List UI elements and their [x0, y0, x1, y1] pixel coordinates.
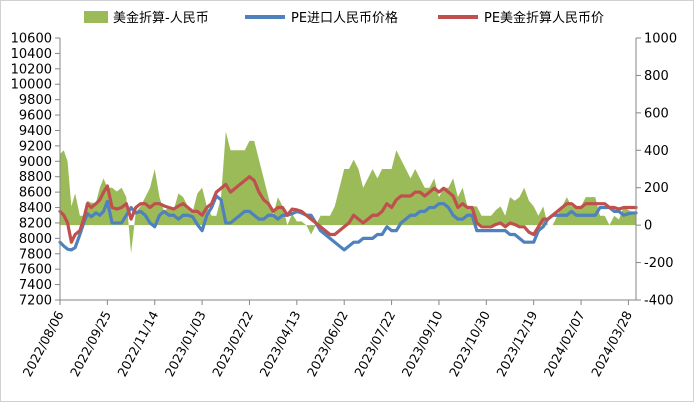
y-left-tick-label: 8600 — [19, 186, 52, 201]
y-right-tick-label: 600 — [644, 106, 669, 121]
y-right-tick-label: -200 — [644, 256, 674, 271]
y-left-tick-label: 7200 — [19, 294, 52, 309]
y-left-tick-label: 9000 — [19, 155, 52, 170]
legend-swatch-spread — [84, 11, 108, 23]
y-right-tick-label: 1000 — [644, 32, 677, 47]
y-right-tick-label: 800 — [644, 69, 669, 84]
legend-label-pe-usd-converted-rmb: PE美金折算人民币价 — [484, 10, 604, 26]
line-series-pe-usd-converted-rmb — [58, 175, 638, 244]
y-left-tick-label: 8000 — [19, 232, 52, 247]
y-left-tick-label: 7600 — [19, 263, 52, 278]
legend: 美金折算-人民币 PE进口人民币价格 PE美金折算人民币价 — [84, 10, 604, 26]
y-left-tick-label: 9800 — [19, 93, 52, 108]
y-left-tick-label: 10200 — [11, 62, 52, 77]
y-left-tick-label: 9600 — [19, 109, 52, 124]
y-left-tick-label: 8200 — [19, 216, 52, 231]
y-left-tick-label: 10000 — [11, 78, 52, 93]
y-right-tick-label: -400 — [644, 294, 674, 309]
line-series-pe-import-rmb — [58, 194, 638, 252]
legend-label-spread: 美金折算-人民币 — [113, 10, 209, 26]
y-right-tick-label: 0 — [644, 219, 652, 234]
y-left-tick-label: 9200 — [19, 139, 52, 154]
legend-label-pe-import-rmb: PE进口人民币价格 — [291, 10, 398, 26]
y-right-tick-label: 400 — [644, 144, 669, 159]
y-left-tick-label: 10400 — [11, 47, 52, 62]
y-left-tick-label: 8800 — [19, 170, 52, 185]
y-left-tick-label: 8400 — [19, 201, 52, 216]
y-left-tick-label: 7800 — [19, 247, 52, 262]
y-left-tick-label: 10600 — [11, 32, 52, 47]
y-right-tick-label: 200 — [644, 181, 669, 196]
y-left-tick-label: 9400 — [19, 124, 52, 139]
y-left-tick-label: 7400 — [19, 278, 52, 293]
